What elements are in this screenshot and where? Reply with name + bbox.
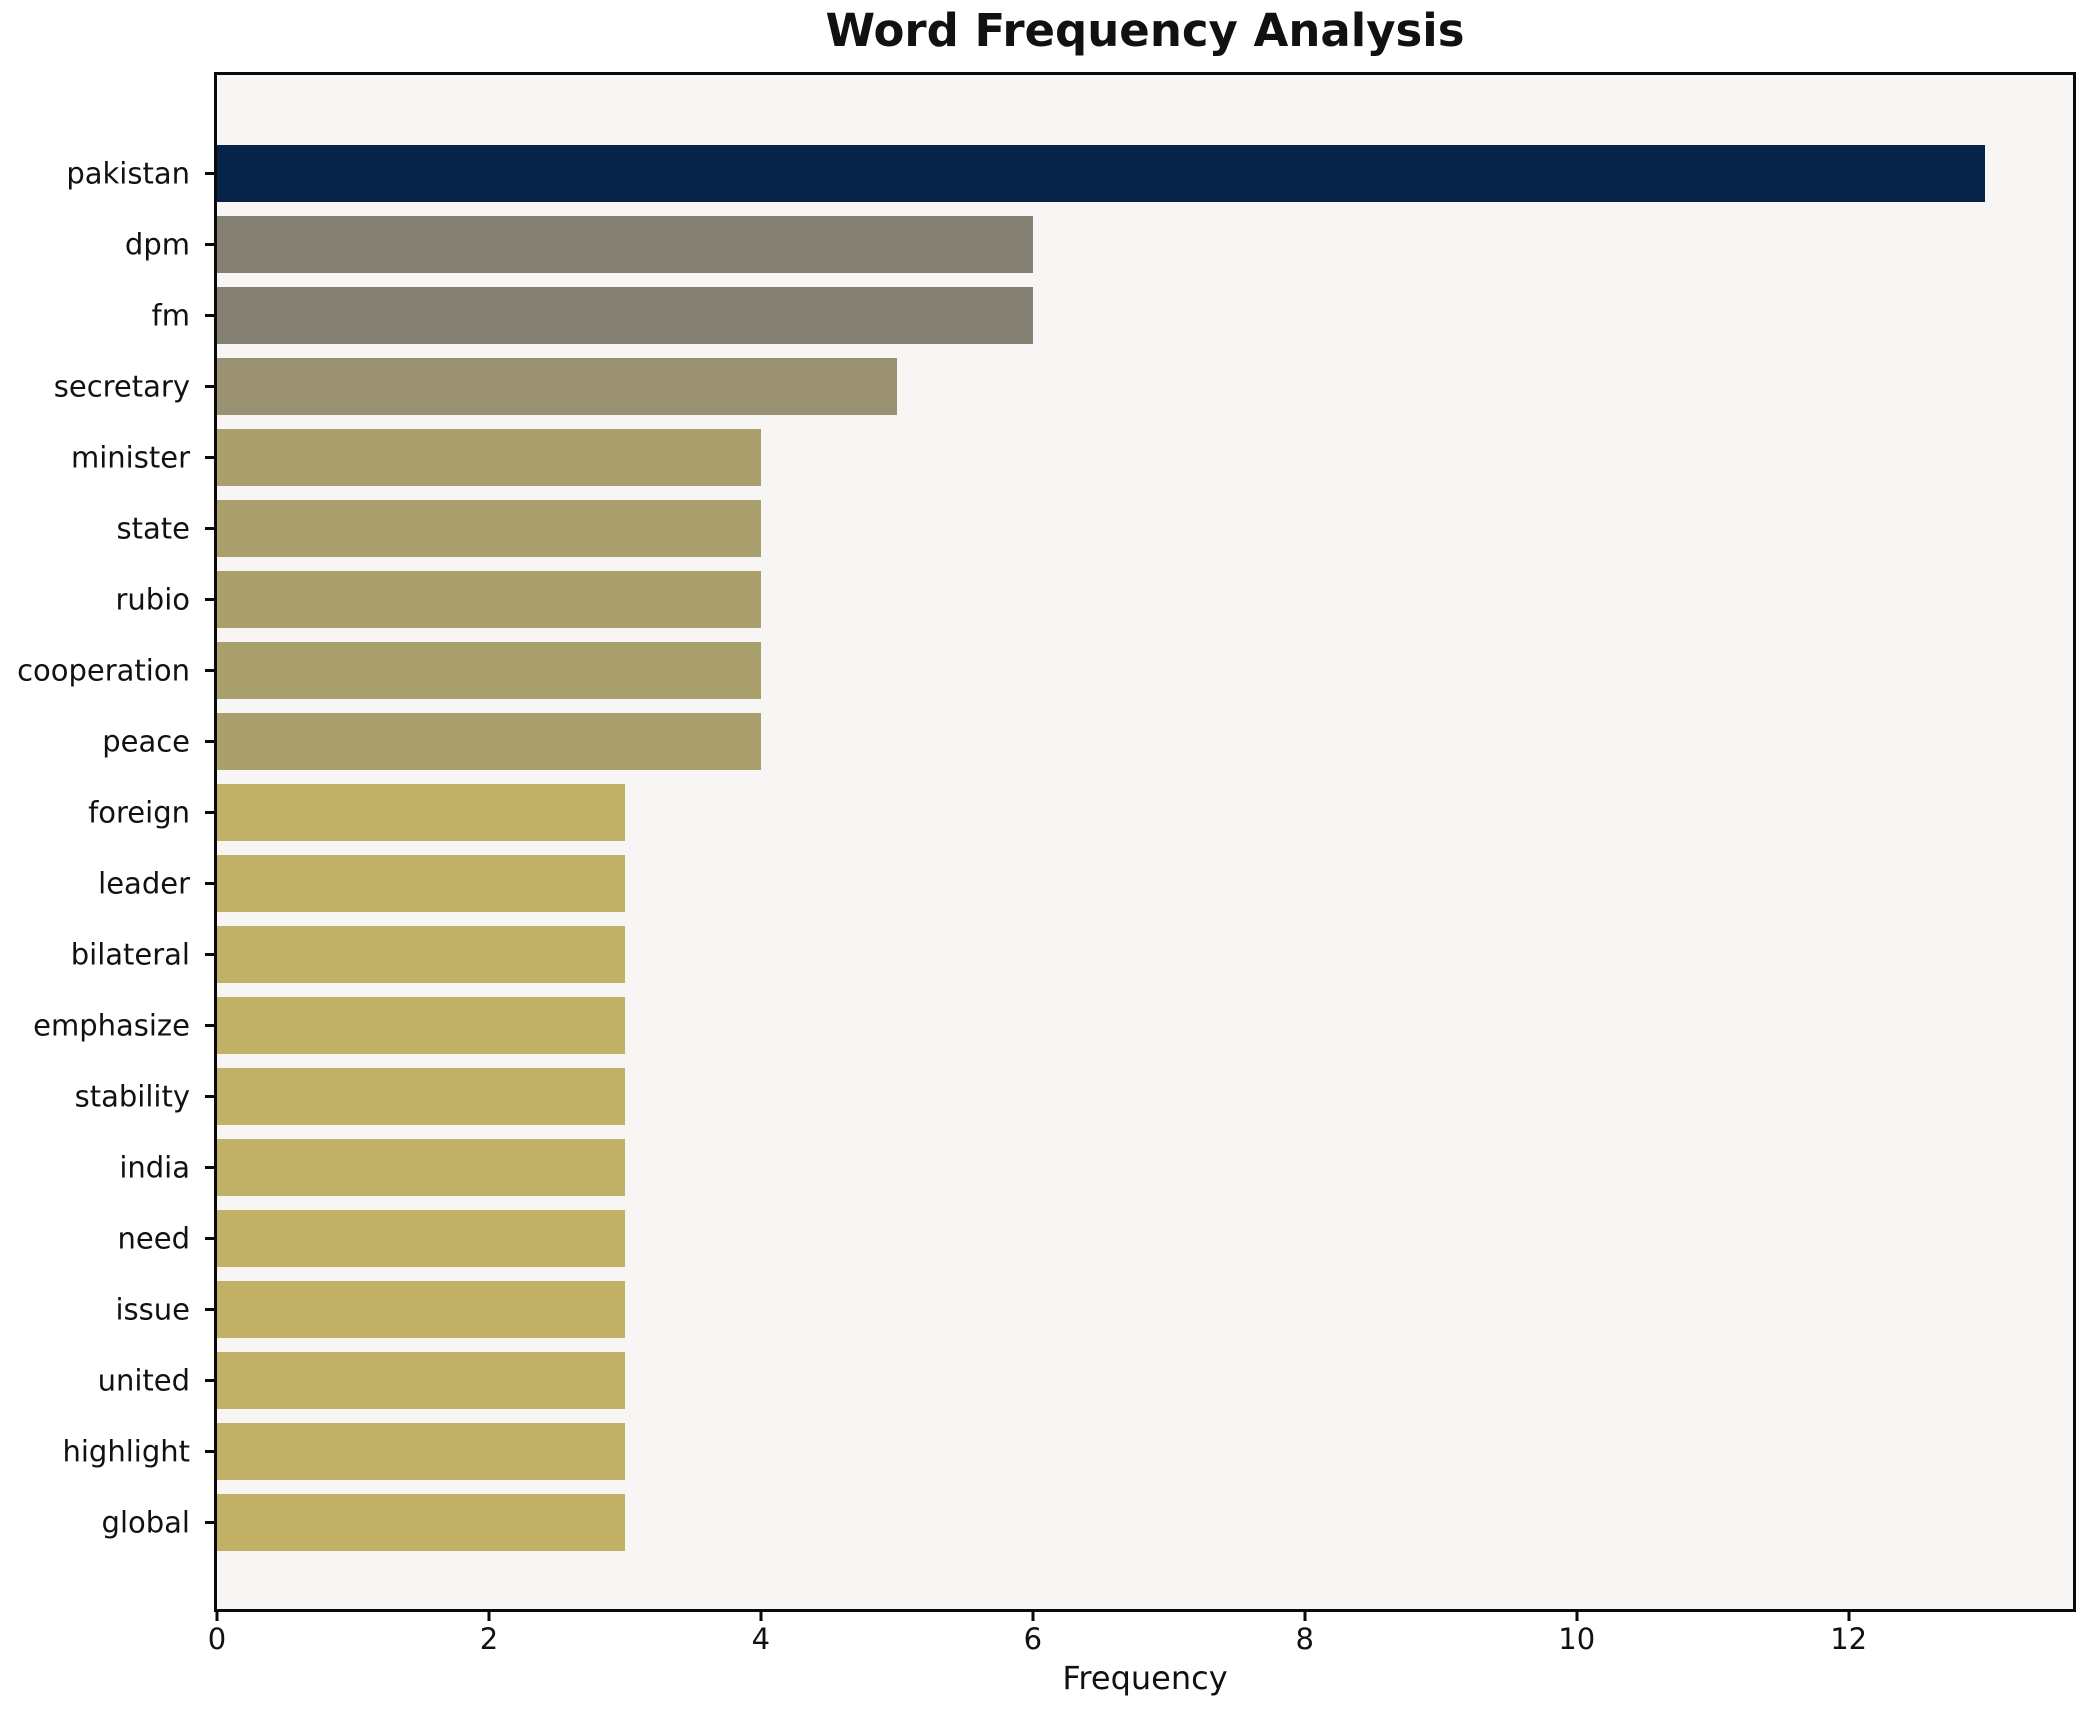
y-axis-label: peace (102, 724, 190, 758)
x-axis-label: Frequency (1062, 1659, 1228, 1697)
y-axis-label: issue (115, 1292, 191, 1326)
frequency-bar (217, 145, 1985, 202)
x-tick-mark (1575, 1612, 1579, 1621)
y-tick-mark (205, 1379, 214, 1382)
y-axis-label: secretary (53, 369, 190, 403)
x-tick-mark (215, 1612, 219, 1621)
bar-row: emphasize (33, 990, 2073, 1061)
bar-row: dpm (125, 209, 2073, 280)
y-tick-mark (205, 811, 214, 814)
y-tick-mark (205, 385, 214, 388)
frequency-bar (217, 429, 761, 486)
x-tick-mark (759, 1612, 763, 1621)
y-tick-mark (205, 740, 214, 743)
bar-row: peace (102, 706, 2073, 777)
frequency-bar (217, 500, 761, 557)
frequency-bar (217, 855, 625, 912)
bar-row: need (118, 1203, 2073, 1274)
y-axis-label: foreign (88, 795, 190, 829)
frequency-bar (217, 1352, 625, 1409)
y-axis-label: highlight (62, 1434, 191, 1468)
x-tick-mark (1847, 1612, 1851, 1621)
y-axis-label: fm (151, 298, 190, 332)
y-axis-label: india (119, 1150, 190, 1184)
frequency-bar (217, 926, 625, 983)
y-axis-label: minister (71, 440, 190, 474)
bar-group: pakistan dpm fm secretary minister state rubio… (17, 75, 2073, 1609)
frequency-bar (217, 287, 1033, 344)
bar-row: secretary (54, 351, 2073, 422)
y-tick-mark (205, 527, 214, 530)
bar-row: united (98, 1345, 2073, 1416)
frequency-bar (217, 713, 761, 770)
y-axis-label: pakistan (66, 156, 190, 190)
y-axis-label: state (116, 511, 190, 545)
bar-row: pakistan (66, 138, 2073, 209)
frequency-bar (217, 784, 625, 841)
x-tick-mark (487, 1612, 491, 1621)
y-axis-label: united (97, 1363, 190, 1397)
bar-row: global (102, 1487, 2073, 1558)
x-tick-label: 0 (207, 1622, 227, 1656)
y-tick-mark (205, 456, 214, 459)
plot-area: pakistan dpm fm secretary minister state rubio… (17, 72, 2076, 1655)
bar-row: fm (152, 280, 2073, 351)
bar-row: cooperation (17, 635, 2073, 706)
y-axis-label: leader (98, 866, 190, 900)
y-tick-mark (205, 1450, 214, 1453)
y-tick-mark (205, 172, 214, 175)
bar-row: leader (98, 848, 2073, 919)
frequency-bar (217, 1210, 625, 1267)
frequency-bar (217, 997, 625, 1054)
frequency-bar (217, 1281, 625, 1338)
y-tick-mark (205, 1308, 214, 1311)
x-tick-label: 10 (1558, 1622, 1596, 1656)
bar-row: bilateral (71, 919, 2073, 990)
y-tick-mark (205, 243, 214, 246)
bar-row: highlight (63, 1416, 2073, 1487)
bar-row: stability (75, 1061, 2073, 1132)
bar-row: minister (71, 422, 2073, 493)
y-tick-mark (205, 669, 214, 672)
y-axis-label: stability (74, 1079, 190, 1113)
x-tick-label: 12 (1830, 1622, 1868, 1656)
frequency-bar (217, 1494, 625, 1551)
y-axis-label: bilateral (70, 937, 190, 971)
y-axis-label: rubio (115, 582, 190, 616)
x-tick-mark (1031, 1612, 1035, 1621)
frequency-bar (217, 1139, 625, 1196)
y-tick-mark (205, 882, 214, 885)
x-tick-label: 8 (1295, 1622, 1314, 1656)
y-axis-label: emphasize (33, 1008, 190, 1042)
y-tick-mark (205, 1521, 214, 1524)
frequency-bar (217, 1068, 625, 1125)
frequency-bar (217, 358, 897, 415)
bar-row: india (119, 1132, 2073, 1203)
frequency-bar (217, 642, 761, 699)
x-tick-mark (1303, 1612, 1307, 1621)
y-tick-mark (205, 1237, 214, 1240)
y-axis-label: cooperation (17, 653, 190, 687)
y-tick-mark (205, 953, 214, 956)
bar-row: state (117, 493, 2073, 564)
y-axis-label: dpm (124, 227, 190, 261)
y-axis-label: global (101, 1505, 190, 1539)
frequency-bar (217, 1423, 625, 1480)
y-tick-mark (205, 1166, 214, 1169)
bar-row: rubio (115, 564, 2073, 635)
bar-row: issue (116, 1274, 2073, 1345)
frequency-bar (217, 571, 761, 628)
y-tick-mark (205, 598, 214, 601)
chart-title: Word Frequency Analysis (825, 4, 1465, 57)
x-tick-label: 4 (751, 1622, 771, 1656)
y-tick-mark (205, 1024, 214, 1027)
y-tick-mark (205, 314, 214, 317)
x-tick-label: 6 (1023, 1622, 1043, 1656)
bar-row: foreign (88, 777, 2073, 848)
y-axis-label: need (117, 1221, 190, 1255)
frequency-bar (217, 216, 1033, 273)
y-tick-mark (205, 1095, 214, 1098)
x-tick-label: 2 (479, 1622, 499, 1656)
